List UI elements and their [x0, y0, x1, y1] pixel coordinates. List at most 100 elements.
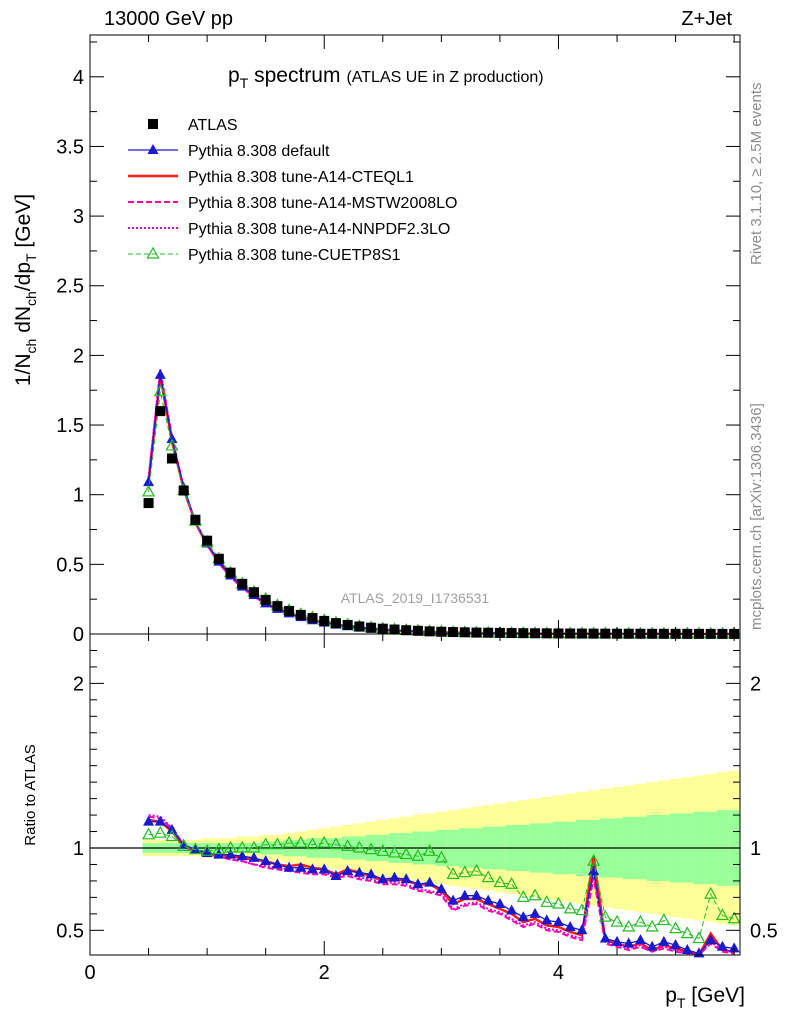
main-point-5-1 — [153, 384, 167, 397]
legend: ATLAS Pythia 8.308 default Pythia 8.308 tu… — [128, 117, 457, 264]
ratio-point-0-24 — [424, 876, 436, 887]
main-ytick-label: 2 — [73, 345, 84, 367]
ratio-point-0-43 — [646, 940, 658, 951]
main-ytick-label: 4 — [73, 67, 84, 89]
main-point-0-29 — [483, 627, 494, 638]
side-label-rivet: Rivet 3.1.10, ≥ 2.5M events — [748, 82, 765, 266]
ratio-point-4-32 — [516, 890, 530, 902]
main-ytick-label: 0 — [73, 624, 84, 646]
main-point-0-34 — [541, 628, 552, 639]
ratio-ytick-label-right: 2 — [750, 673, 761, 695]
ratio-point-4-39 — [598, 909, 612, 922]
ratio-point-0-9 — [248, 851, 260, 862]
ratio-point-0-37 — [576, 924, 588, 935]
ratio-point-4-41 — [622, 919, 636, 932]
ratio-point-4-9 — [247, 840, 261, 853]
ratio-point-0-31 — [506, 904, 518, 915]
legend-entry-0: ATLAS — [148, 117, 238, 134]
main-ytick-label: 1 — [73, 485, 84, 507]
main-point-5-2 — [165, 438, 179, 451]
ratio-point-4-46 — [680, 926, 694, 939]
ratio-point-4-25 — [434, 850, 448, 863]
ratio-point-0-32 — [517, 911, 529, 922]
ratio-point-0-2 — [166, 823, 178, 834]
ratio-point-4-45 — [669, 921, 683, 934]
ratio-point-4-6 — [212, 842, 226, 855]
ratio-point-0-16 — [330, 869, 342, 880]
ratio-point-4-10 — [259, 837, 273, 850]
ratio-point-4-26 — [446, 867, 460, 879]
ratio-point-0-28 — [470, 889, 482, 900]
main-ytick-label: 3.5 — [56, 136, 84, 158]
main-point-0-7 — [225, 567, 236, 578]
ratio-point-0-18 — [353, 866, 365, 877]
main-point-0-18 — [354, 621, 365, 632]
main-point-0-1 — [155, 406, 166, 417]
legend-label: Pythia 8.308 tune-A14-NNPDF2.3LO — [188, 221, 450, 238]
ratio-ytick-label-right: 1 — [750, 838, 761, 860]
main-point-0-28 — [471, 627, 482, 638]
ratio-ytick-label-right: 0.5 — [750, 920, 778, 942]
legend-marker — [147, 144, 159, 154]
y-axis-label: 1/Nch dNch/dpT [GeV] — [12, 194, 39, 386]
main-point-1-2 — [166, 432, 178, 443]
main-point-5-0 — [142, 484, 156, 497]
main-point-0-33 — [530, 628, 541, 639]
ratio-point-0-36 — [564, 921, 576, 932]
ratio-point-0-20 — [377, 873, 389, 884]
x-axis-label: pT [GeV] — [665, 984, 745, 1011]
ratio-point-0-25 — [435, 883, 447, 894]
ratio-point-0-49 — [716, 940, 728, 951]
main-ytick-label: 1.5 — [56, 415, 84, 437]
main-point-0-16 — [330, 618, 341, 629]
legend-label: Pythia 8.308 tune-A14-CTEQL1 — [188, 169, 414, 186]
main-point-0-10 — [260, 594, 271, 605]
ratio-point-4-35 — [551, 896, 565, 909]
main-point-0-27 — [459, 627, 470, 638]
ratio-point-4-42 — [633, 914, 647, 927]
main-point-0-6 — [213, 553, 224, 564]
ratio-point-4-18 — [352, 840, 366, 853]
main-axes: 0 0.5 1 1.5 2 2.5 3 3.5 4 — [56, 34, 741, 646]
main-point-1-0 — [143, 476, 155, 487]
main-series-4 — [147, 369, 735, 635]
legend-label: Pythia 8.308 tune-A14-MSTW2008LO — [188, 195, 457, 212]
ratio-ytick-label: 1 — [73, 838, 84, 860]
ratio-point-0-40 — [611, 935, 623, 946]
ratio-point-4-29 — [481, 870, 495, 883]
ratio-point-0-39 — [599, 932, 611, 943]
ratio-point-0-15 — [318, 863, 330, 874]
ratio-point-4-43 — [645, 919, 659, 932]
ratio-point-0-46 — [681, 944, 693, 955]
ratio-point-0-38 — [588, 865, 600, 876]
ratio-point-0-11 — [271, 858, 283, 869]
main-point-0-9 — [248, 587, 259, 598]
ratio-point-4-13 — [294, 835, 308, 848]
ratio-point-4-31 — [505, 876, 519, 889]
ratio-point-0-34 — [541, 914, 553, 925]
ratio-point-4-38 — [587, 853, 601, 866]
side-label-mcplots: mcplots.cern.ch [arXiv:1306.3436] — [748, 403, 765, 630]
ratio-panel: 0.5 0.5 1 1 2 2 0 2 4 Ratio to ATLAS pT [GeV] — [22, 633, 778, 1011]
ratio-point-0-19 — [365, 868, 377, 879]
ratio-point-0-48 — [705, 934, 717, 945]
legend-label: Pythia 8.308 default — [188, 143, 330, 160]
main-point-0-2 — [166, 453, 177, 464]
main-panel: 0 0.5 1 1.5 2 2.5 3 3.5 4 ATLAS_2019_I1736531 pT… — [12, 34, 741, 646]
ratio-point-4-23 — [411, 848, 425, 861]
ratio-point-0-50 — [728, 942, 740, 953]
ratio-point-4-47 — [692, 931, 706, 944]
x-tick-label: 0 — [84, 962, 95, 984]
main-point-0-11 — [272, 601, 283, 612]
main-point-0-21 — [389, 624, 400, 635]
main-point-0-26 — [448, 627, 459, 638]
legend-entry-4: Pythia 8.308 tune-A14-NNPDF2.3LO — [128, 221, 450, 238]
main-point-1-1 — [154, 368, 166, 379]
ratio-point-4-22 — [399, 847, 413, 860]
ratio-point-4-7 — [224, 840, 238, 853]
ratio-point-4-34 — [540, 895, 554, 907]
legend-entry-2: Pythia 8.308 tune-A14-CTEQL1 — [128, 169, 414, 186]
legend-entry-3: Pythia 8.308 tune-A14-MSTW2008LO — [128, 195, 457, 212]
ratio-point-4-44 — [657, 913, 671, 926]
